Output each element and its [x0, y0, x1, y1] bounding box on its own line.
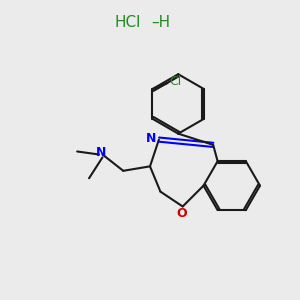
Text: O: O: [177, 206, 188, 220]
Text: Cl: Cl: [169, 75, 181, 88]
Text: N: N: [96, 146, 106, 159]
Text: N: N: [146, 132, 156, 145]
Text: –H: –H: [152, 15, 171, 30]
Text: HCl: HCl: [114, 15, 141, 30]
